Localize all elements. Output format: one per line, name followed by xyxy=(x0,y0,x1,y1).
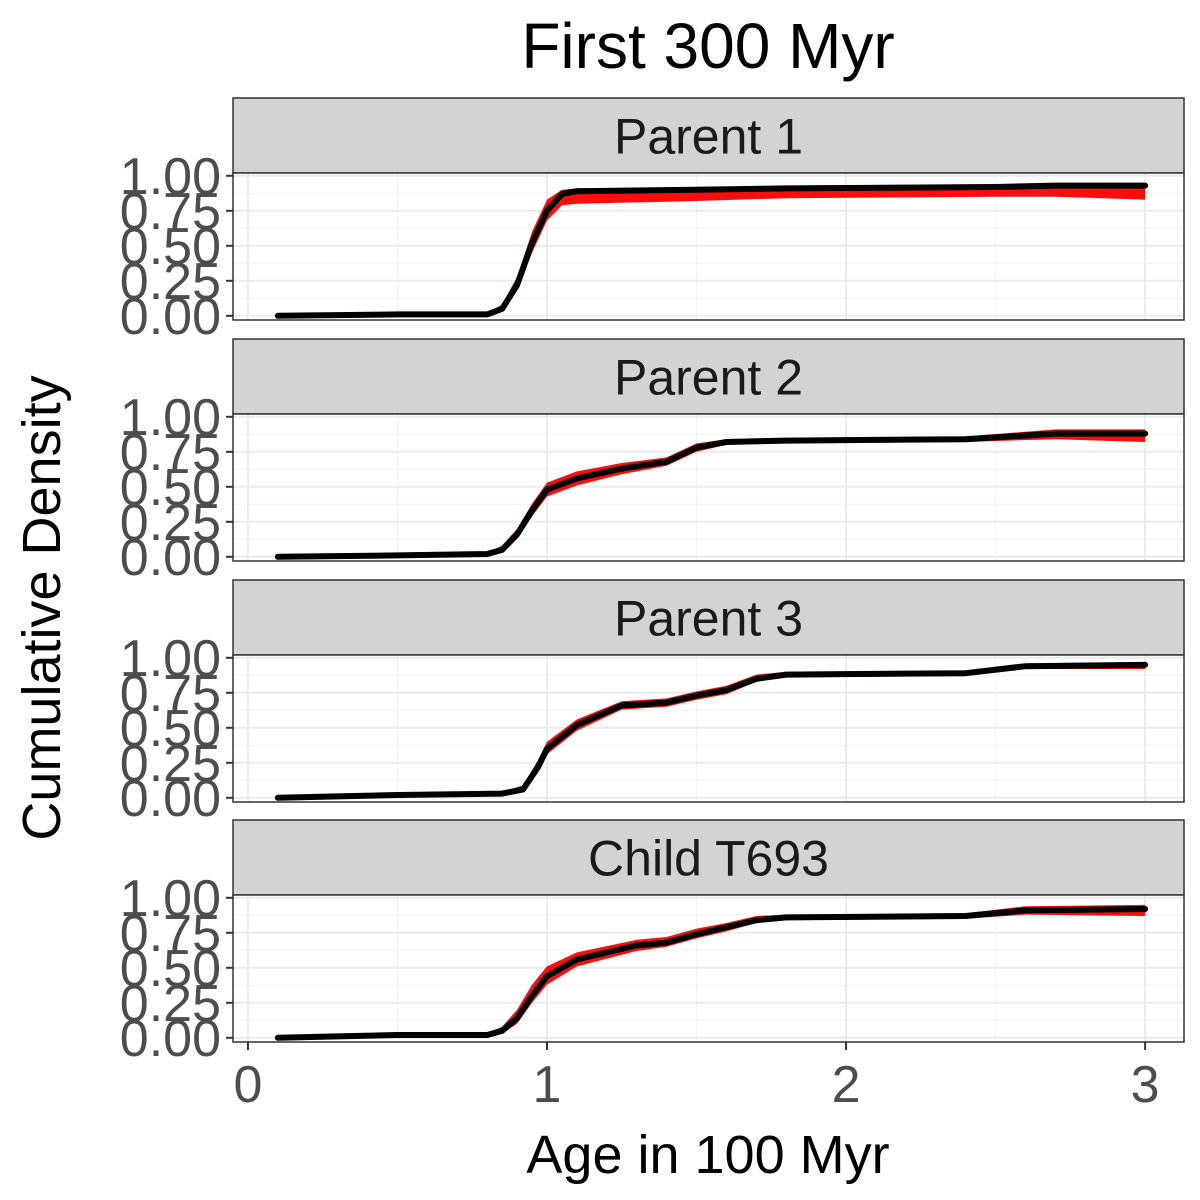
y-tick-label: 0.50 xyxy=(120,459,221,517)
y-tick-label: 0.25 xyxy=(120,735,221,793)
y-tick-label: 0.75 xyxy=(120,183,221,241)
y-tick-label: 0.00 xyxy=(120,288,221,346)
y-tick-label: 1.00 xyxy=(120,389,221,447)
panel-strip xyxy=(232,819,1185,896)
y-tick-label: 0.25 xyxy=(120,494,221,552)
panel-strip xyxy=(232,97,1185,174)
y-tick-label: 0.00 xyxy=(120,529,221,587)
y-tick-label: 0.50 xyxy=(120,700,221,758)
x-axis: 0 1 2 3 xyxy=(233,1042,1160,1114)
confidence-band xyxy=(277,662,1146,798)
y-tick-label: 0.50 xyxy=(120,218,221,276)
confidence-band xyxy=(277,182,1146,316)
y-tick-label: 0.75 xyxy=(120,905,221,963)
panel: Parent 1 0.000.250.500.751.00 xyxy=(120,97,1185,346)
y-tick-label: 1.00 xyxy=(120,870,221,928)
y-axis-title: Cumulative Density xyxy=(12,375,72,840)
series-line xyxy=(274,661,1149,801)
y-tick-label: 1.00 xyxy=(120,630,221,688)
y-tick-label: 1.00 xyxy=(120,148,221,206)
panel-strip-label: Parent 2 xyxy=(614,350,803,406)
panel: Child T693 0.000.250.500.751.00 xyxy=(120,819,1185,1068)
y-tick-label: 0.00 xyxy=(120,770,221,828)
y-tick-label: 0.75 xyxy=(120,424,221,482)
y-tick-label: 0.50 xyxy=(120,940,221,998)
series-line xyxy=(274,430,1149,560)
y-tick-label: 0.25 xyxy=(120,975,221,1033)
panel-strip xyxy=(232,579,1185,656)
y-tick-label: 0.00 xyxy=(120,1010,221,1068)
x-tick-label: 2 xyxy=(832,1056,861,1114)
x-axis-title: Age in 100 Myr xyxy=(526,1125,889,1185)
x-tick-label: 3 xyxy=(1131,1056,1160,1114)
y-tick-label: 0.75 xyxy=(120,665,221,723)
panel: Parent 3 0.000.250.500.751.00 xyxy=(120,579,1185,828)
x-tick-label: 1 xyxy=(533,1056,562,1114)
chart-title: First 300 Myr xyxy=(521,10,894,82)
x-tick-label: 0 xyxy=(233,1056,262,1114)
panel-strip-label: Parent 1 xyxy=(614,109,803,165)
y-tick-label: 0.25 xyxy=(120,253,221,311)
panel: Parent 2 0.000.250.500.751.00 xyxy=(120,338,1185,587)
series-line xyxy=(274,906,1149,1041)
panel-strip-label: Parent 3 xyxy=(614,591,803,647)
series-line xyxy=(274,182,1149,319)
panel-strip-label: Child T693 xyxy=(588,831,829,887)
panel-strip xyxy=(232,338,1185,415)
